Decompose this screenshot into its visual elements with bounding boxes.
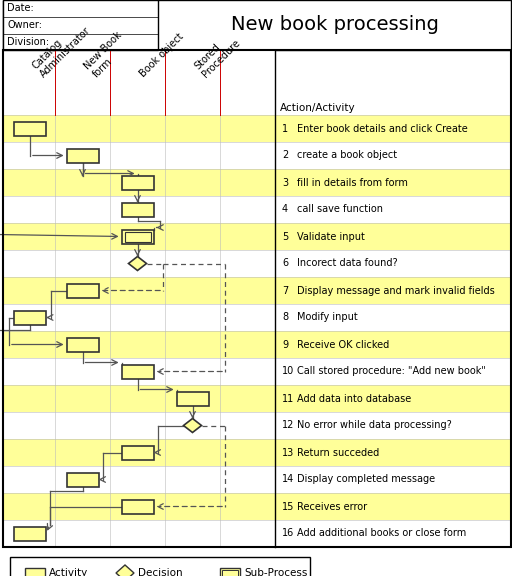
Text: Action/Activity: Action/Activity: [280, 103, 356, 113]
Bar: [3, 412, 511, 439]
Text: 8: 8: [282, 313, 288, 323]
Text: Decision: Decision: [138, 568, 183, 576]
FancyBboxPatch shape: [25, 568, 45, 576]
Text: New book processing: New book processing: [230, 16, 438, 35]
Bar: [3, 277, 511, 304]
Bar: [3, 0, 158, 50]
Text: No error while data processing?: No error while data processing?: [297, 420, 452, 430]
Text: 9: 9: [282, 339, 288, 350]
Text: Return succeded: Return succeded: [297, 448, 379, 457]
Text: call save function: call save function: [297, 204, 383, 214]
Text: 3: 3: [282, 177, 288, 188]
FancyBboxPatch shape: [121, 229, 154, 244]
Text: Enter book details and click Create: Enter book details and click Create: [297, 123, 468, 134]
Bar: [3, 304, 511, 331]
FancyBboxPatch shape: [121, 365, 154, 378]
Bar: [3, 250, 511, 277]
Text: Add data into database: Add data into database: [297, 393, 411, 404]
Text: Owner:: Owner:: [7, 20, 42, 30]
Bar: [3, 0, 511, 50]
Text: Call stored procedure: "Add new book": Call stored procedure: "Add new book": [297, 366, 486, 377]
Bar: [3, 50, 511, 547]
FancyBboxPatch shape: [14, 526, 46, 540]
FancyBboxPatch shape: [121, 176, 154, 190]
Text: Add additional books or close form: Add additional books or close form: [297, 529, 466, 539]
Text: 13: 13: [282, 448, 294, 457]
Text: Incorect data found?: Incorect data found?: [297, 259, 398, 268]
Text: 4: 4: [282, 204, 288, 214]
Text: Receives error: Receives error: [297, 502, 367, 511]
Text: Modify input: Modify input: [297, 313, 358, 323]
Text: 10: 10: [282, 366, 294, 377]
Bar: [3, 439, 511, 466]
Polygon shape: [116, 565, 134, 576]
Bar: [3, 520, 511, 547]
Bar: [3, 169, 511, 196]
Text: Catalog
Administrator: Catalog Administrator: [30, 17, 92, 79]
Bar: [3, 196, 511, 223]
Text: 12: 12: [282, 420, 294, 430]
Bar: [3, 385, 511, 412]
Text: Receive OK clicked: Receive OK clicked: [297, 339, 389, 350]
Text: Sub-Process: Sub-Process: [244, 568, 307, 576]
FancyBboxPatch shape: [121, 203, 154, 217]
Bar: [3, 466, 511, 493]
FancyBboxPatch shape: [14, 122, 46, 135]
FancyBboxPatch shape: [67, 149, 98, 162]
Polygon shape: [129, 256, 146, 271]
Polygon shape: [183, 419, 202, 433]
Text: 7: 7: [282, 286, 288, 295]
Text: create a book object: create a book object: [297, 150, 397, 161]
Bar: [3, 358, 511, 385]
Text: Stored
Procedure: Stored Procedure: [193, 29, 242, 79]
FancyBboxPatch shape: [67, 283, 98, 297]
Text: fill in details from form: fill in details from form: [297, 177, 408, 188]
Bar: [3, 493, 511, 520]
Bar: [3, 115, 511, 142]
Text: 11: 11: [282, 393, 294, 404]
Text: Display completed message: Display completed message: [297, 475, 435, 484]
Text: 5: 5: [282, 232, 288, 241]
Bar: [10, 557, 310, 576]
Text: Division:: Division:: [7, 37, 49, 47]
Text: New Book
form: New Book form: [82, 29, 132, 79]
Text: 6: 6: [282, 259, 288, 268]
FancyBboxPatch shape: [177, 392, 208, 406]
Text: Display message and mark invalid fields: Display message and mark invalid fields: [297, 286, 495, 295]
Text: Date:: Date:: [7, 3, 34, 13]
Text: 2: 2: [282, 150, 288, 161]
Text: 1: 1: [282, 123, 288, 134]
Bar: [3, 331, 511, 358]
FancyBboxPatch shape: [220, 568, 240, 576]
FancyBboxPatch shape: [121, 499, 154, 513]
Bar: [3, 50, 275, 115]
FancyBboxPatch shape: [67, 472, 98, 487]
Bar: [3, 142, 511, 169]
FancyBboxPatch shape: [14, 310, 46, 324]
Bar: [3, 223, 511, 250]
Text: Validate input: Validate input: [297, 232, 365, 241]
Text: Book object: Book object: [138, 32, 185, 79]
Text: 15: 15: [282, 502, 294, 511]
Text: 14: 14: [282, 475, 294, 484]
FancyBboxPatch shape: [121, 445, 154, 460]
Text: 16: 16: [282, 529, 294, 539]
Text: Activity: Activity: [49, 568, 88, 576]
FancyBboxPatch shape: [67, 338, 98, 351]
